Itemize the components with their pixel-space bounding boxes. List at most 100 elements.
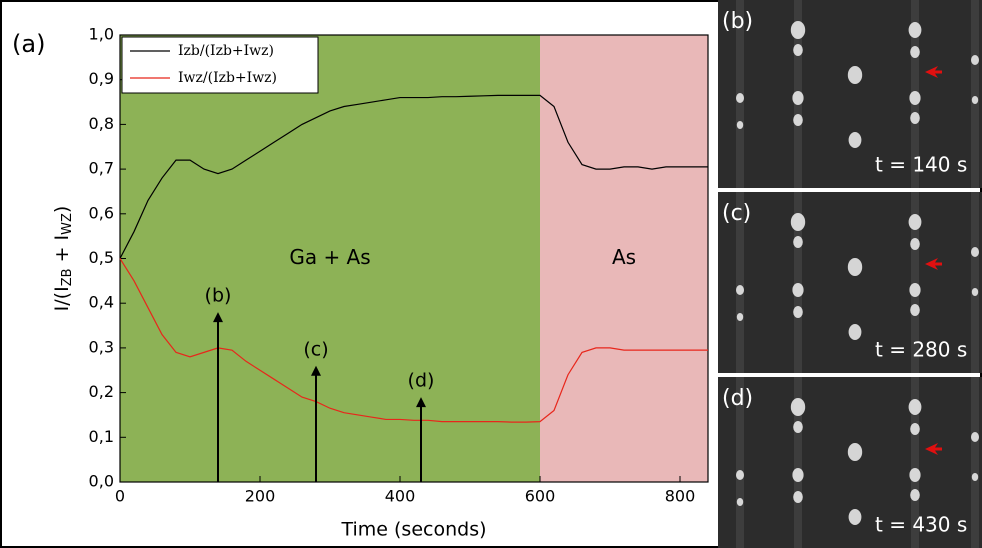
y-axis-label-part: ): [51, 206, 73, 213]
spot: [736, 470, 744, 480]
spot: [792, 283, 804, 297]
y-tick-label: 0,5: [89, 248, 114, 267]
spot: [910, 238, 920, 250]
y-tick-label: 0,1: [89, 427, 114, 446]
y-tick-label: 0,0: [89, 472, 114, 491]
streak: [971, 0, 979, 188]
spot: [848, 324, 862, 340]
spot: [909, 91, 921, 105]
region-label: As: [612, 245, 636, 269]
arrow-head: [416, 397, 426, 408]
spot: [793, 421, 803, 433]
y-tick-label: 0,2: [89, 382, 114, 401]
y-axis-label-part: + I: [51, 235, 73, 269]
spot: [910, 112, 920, 124]
annotation-label: (d): [408, 370, 435, 392]
region: [540, 35, 708, 482]
spot: [790, 213, 806, 231]
spot: [848, 132, 862, 148]
spot: [909, 283, 921, 297]
region: [120, 35, 540, 482]
spot: [909, 468, 921, 482]
spot: [847, 443, 863, 461]
spot: [910, 423, 920, 435]
y-axis-label-part: ZB: [60, 268, 75, 286]
spot: [847, 258, 863, 276]
spot: [736, 285, 744, 295]
annotation-label: (c): [303, 338, 328, 360]
image-panels: (b) t = 140 s (c) t = 280 s (d) t = 430 s: [718, 0, 982, 548]
spot: [793, 114, 803, 126]
spot: [971, 288, 979, 296]
spot: [793, 306, 803, 318]
panel-label: (c): [722, 201, 751, 226]
spot: [910, 46, 920, 58]
y-axis-label: I/(IZB + IWZ): [51, 206, 75, 312]
y-tick-label: 0,8: [89, 114, 114, 133]
streak: [794, 192, 802, 373]
y-axis-label-part: WZ: [60, 213, 75, 235]
diffraction-image: [718, 192, 982, 373]
x-tick-label: 600: [525, 487, 556, 506]
arrow-head: [213, 312, 223, 323]
spot: [793, 44, 803, 56]
streak: [736, 192, 744, 373]
y-axis-label-part: I/(I: [51, 286, 73, 311]
spot: [910, 489, 920, 501]
red-arrow: [925, 443, 938, 455]
x-tick-label: 200: [245, 487, 276, 506]
spot: [736, 313, 744, 321]
y-tick-label: 1,0: [89, 25, 114, 44]
spot: [736, 498, 744, 506]
panel-label: (a): [12, 30, 45, 58]
spot: [908, 22, 922, 38]
region-label: Ga + As: [289, 245, 370, 269]
panel-time: t = 430 s: [875, 513, 967, 537]
spot: [736, 93, 744, 103]
red-arrow: [925, 258, 938, 270]
spot: [793, 236, 803, 248]
x-tick-label: 400: [385, 487, 416, 506]
x-axis-label: Time (seconds): [340, 519, 486, 541]
y-tick-label: 0,6: [89, 203, 114, 222]
data-line: [119, 94, 708, 259]
y-tick-label: 0,4: [89, 293, 114, 312]
streak: [971, 192, 979, 373]
spot: [792, 91, 804, 105]
panel-time: t = 140 s: [875, 153, 967, 177]
streak: [911, 377, 919, 548]
spot: [908, 399, 922, 415]
legend-label: Izb/(Izb+Iwz): [178, 43, 274, 59]
spot: [790, 398, 806, 416]
spot: [790, 21, 806, 39]
streak: [794, 377, 802, 548]
y-tick-label: 0,3: [89, 337, 114, 356]
x-tick-label: 800: [665, 487, 696, 506]
panel-label: (b): [722, 9, 753, 34]
streak: [736, 377, 744, 548]
spot: [971, 96, 979, 104]
annotation-label: (b): [205, 285, 232, 307]
legend-label: Iwz/(Izb+Iwz): [178, 70, 277, 86]
streak: [911, 192, 919, 373]
spot: [910, 304, 920, 316]
diffraction-image: [718, 0, 982, 188]
panel-label: (d): [722, 386, 753, 411]
spot: [793, 491, 803, 503]
spot: [971, 473, 979, 481]
spot: [847, 66, 863, 84]
x-tick-label: 0: [115, 487, 125, 506]
spot: [971, 432, 979, 442]
y-tick-label: 0,9: [89, 69, 114, 88]
spot: [971, 55, 979, 65]
legend-box: [121, 36, 319, 94]
spot: [792, 468, 804, 482]
arrow-head: [311, 365, 321, 376]
y-tick-label: 0,7: [89, 159, 114, 178]
spot: [848, 509, 862, 525]
panel-time: t = 280 s: [875, 338, 967, 362]
spot: [908, 214, 922, 230]
spot: [736, 121, 744, 129]
red-arrow: [925, 66, 938, 78]
